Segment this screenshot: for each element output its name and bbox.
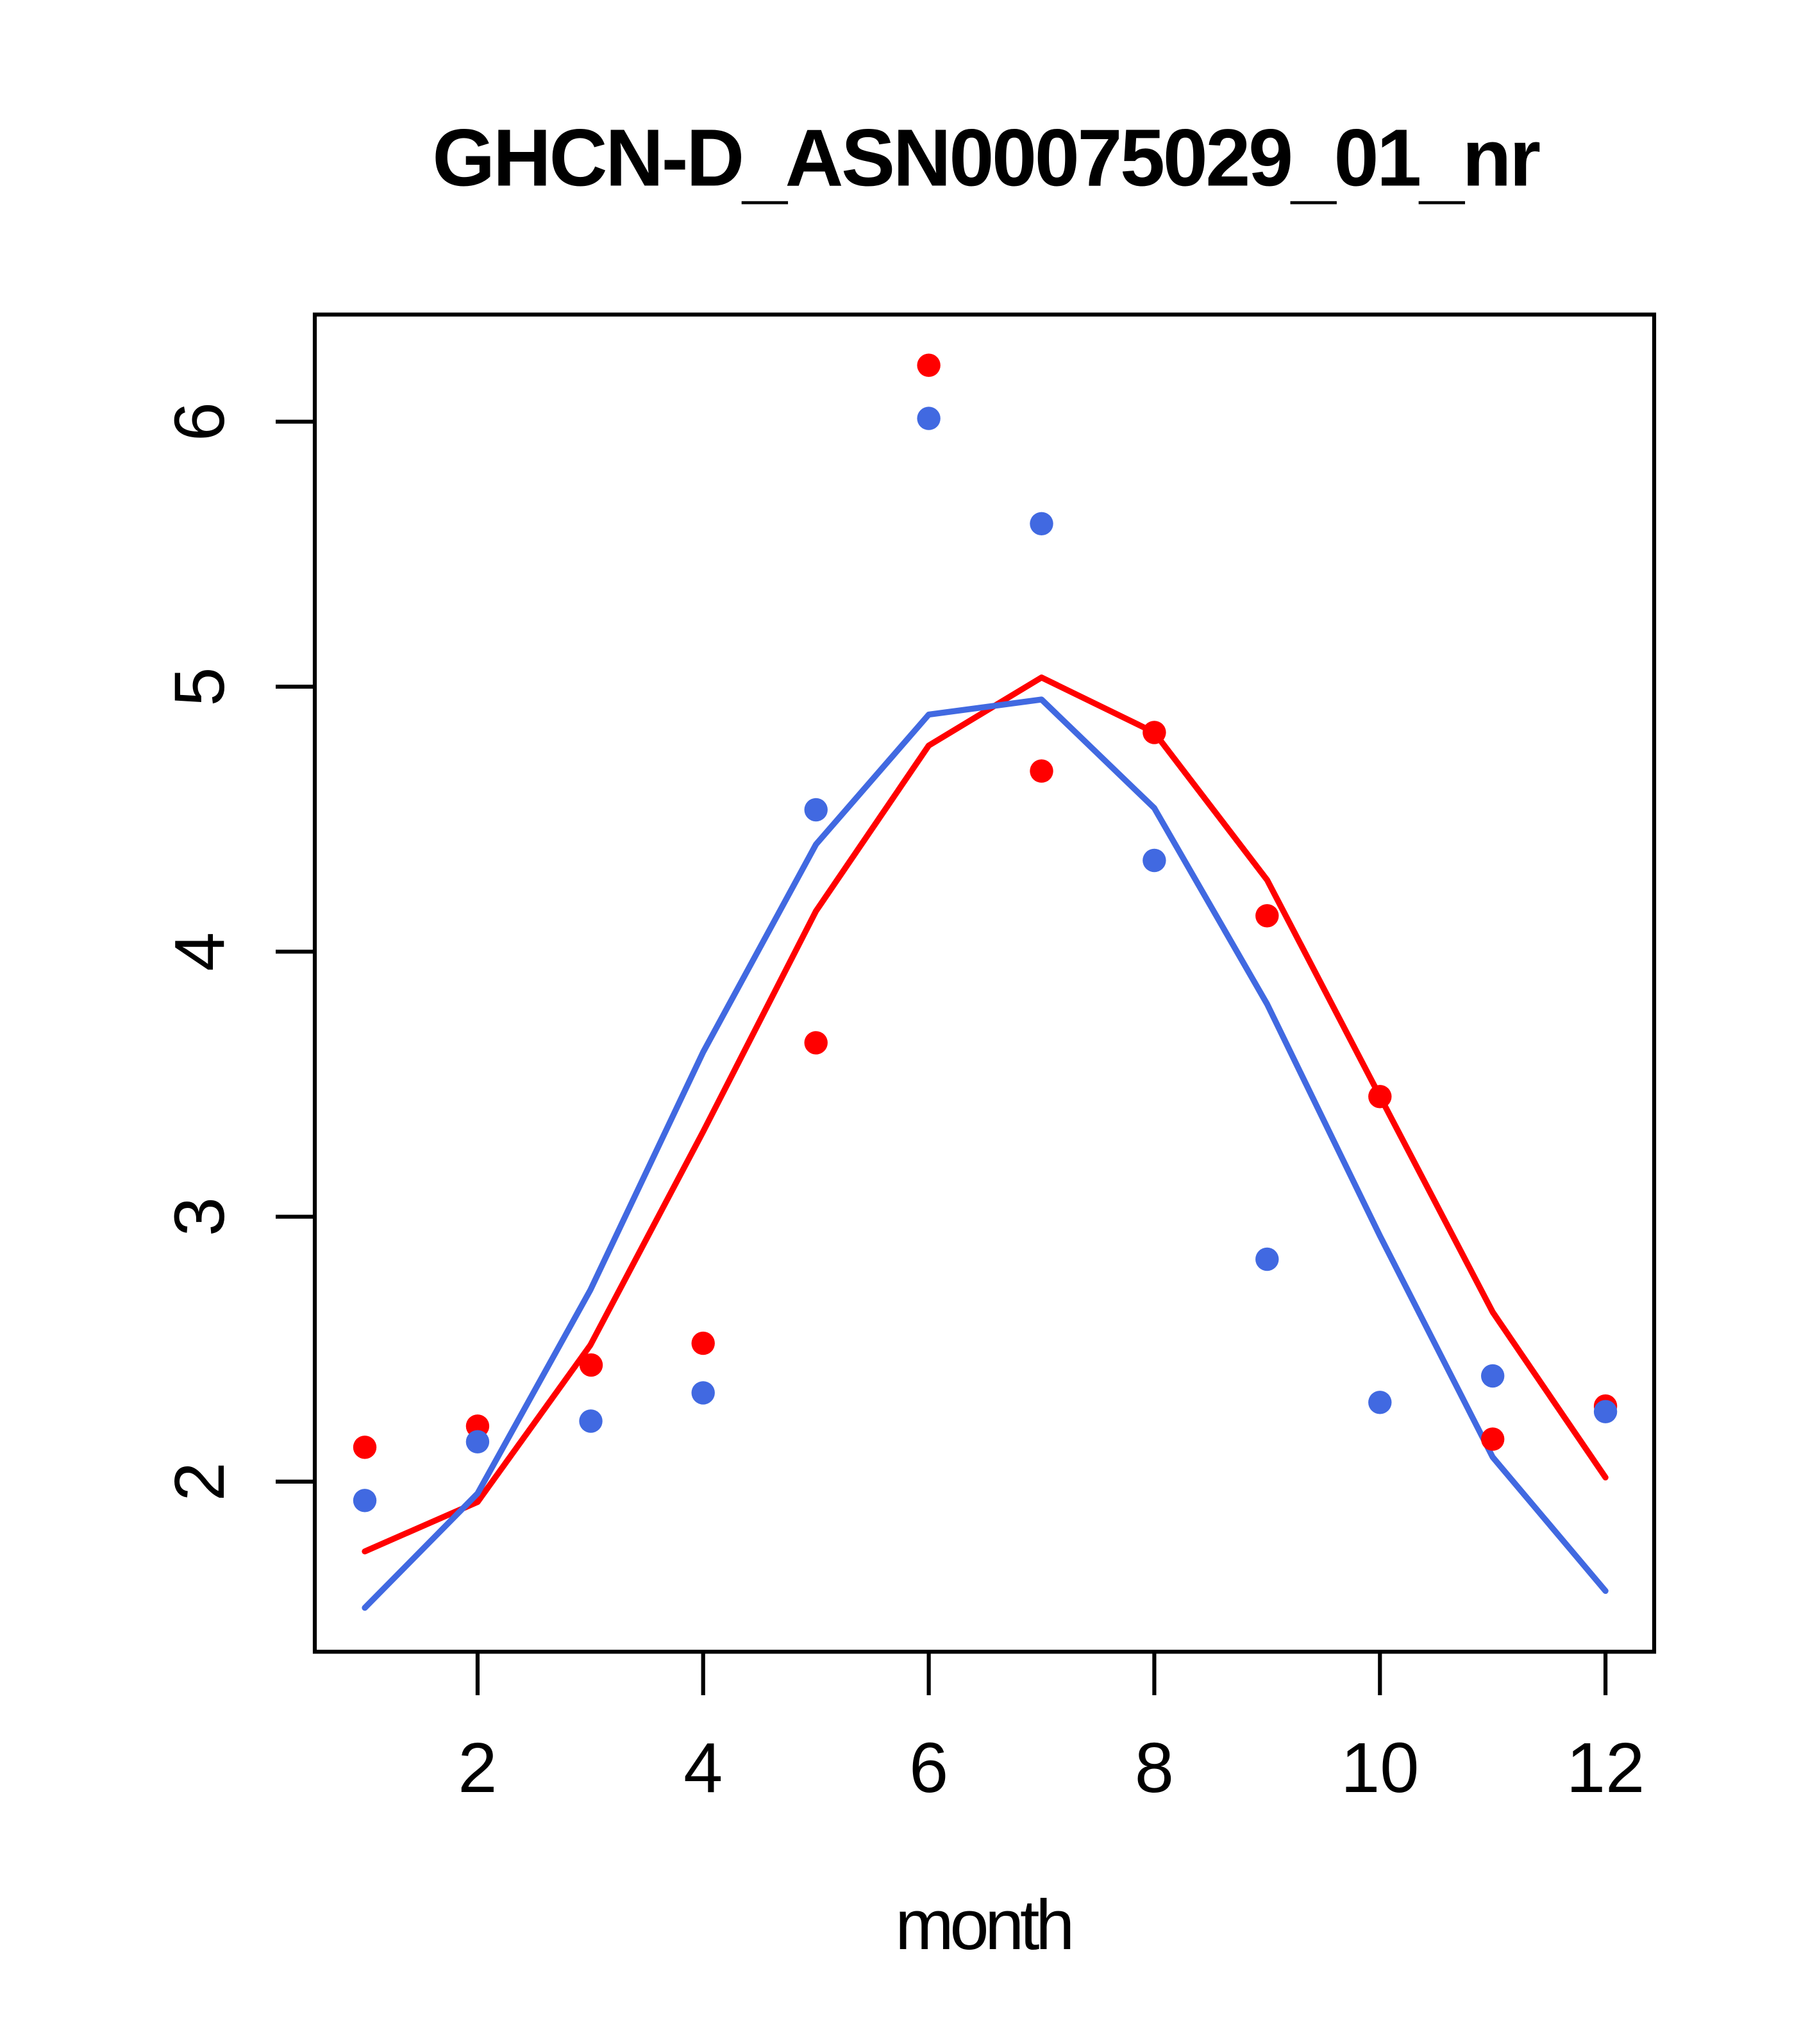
svg-text:4: 4 xyxy=(683,1729,723,1807)
svg-text:6: 6 xyxy=(160,402,239,441)
svg-text:8: 8 xyxy=(1135,1729,1174,1807)
svg-text:12: 12 xyxy=(1566,1729,1645,1807)
svg-text:2: 2 xyxy=(160,1462,239,1501)
svg-text:6: 6 xyxy=(909,1729,948,1807)
svg-text:2: 2 xyxy=(458,1729,497,1807)
svg-text:3: 3 xyxy=(160,1197,239,1236)
svg-text:month: month xyxy=(895,1886,1071,1964)
svg-text:10: 10 xyxy=(1341,1729,1419,1807)
svg-text:4: 4 xyxy=(160,932,239,971)
svg-text:5: 5 xyxy=(160,667,239,706)
svg-text:GHCN-D_ASN00075029_01_nr: GHCN-D_ASN00075029_01_nr xyxy=(432,113,1540,212)
